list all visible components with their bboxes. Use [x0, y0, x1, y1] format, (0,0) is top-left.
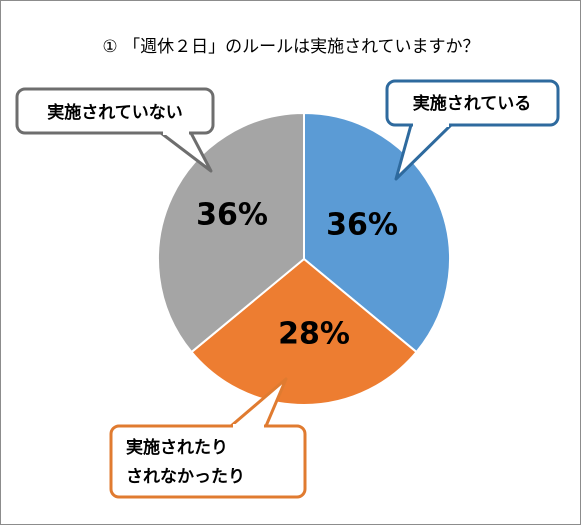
pie-slice-implemented — [303, 111, 451, 354]
chart-title: ① 「週休２日」のルールは実施されていますか？ — [102, 37, 479, 57]
callout-label-line: 実施されていない — [47, 102, 183, 123]
callout-box — [109, 424, 307, 499]
pie-value-label-implemented: 36% — [326, 208, 398, 243]
callout-label-line: 実施されたり — [126, 437, 228, 458]
pie-value-label-sometimes: 28% — [278, 317, 350, 352]
callout-pointer — [394, 123, 453, 181]
pie-value-labels: 36% 28% 36% — [196, 198, 398, 352]
pie-value-label-not-implemented: 36% — [196, 198, 268, 233]
callout-label-line: されなかったり — [126, 467, 245, 487]
callout-box — [385, 79, 560, 127]
callout-not-implemented: 実施されていない — [15, 87, 215, 173]
callout-box — [15, 87, 215, 135]
pie-slice-sometimes — [190, 257, 418, 406]
pie-slices — [157, 111, 451, 406]
callout-implemented: 実施されている — [385, 79, 560, 181]
pie-slice-not-implemented — [157, 111, 305, 354]
callout-label-line: 実施されている — [413, 93, 532, 114]
